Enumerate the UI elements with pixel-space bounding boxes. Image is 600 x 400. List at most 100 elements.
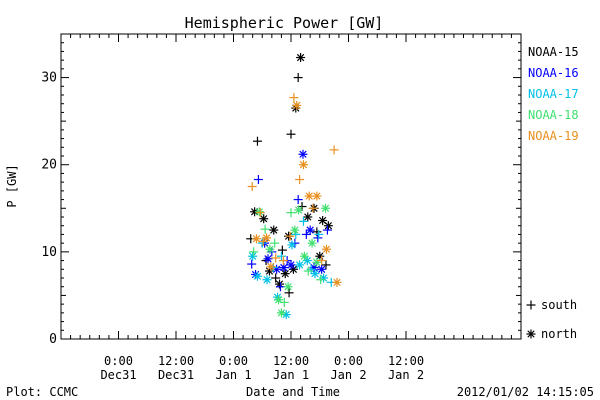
x-tick-label-date: Jan 1 [273,368,309,382]
south-point-noaa-19 [317,256,327,266]
legend-entry: NOAA-16 [528,66,579,80]
y-axis-label: P [GW] [5,164,19,207]
south-point-noaa-19 [289,93,299,103]
legend-entry: NOAA-18 [528,108,579,122]
marker-legend-label: south [541,298,577,312]
south-point-noaa-19 [278,256,288,266]
south-point-noaa-18 [286,208,296,218]
marker-legend-symbol [526,300,536,310]
north-point-noaa-18 [283,282,293,292]
south-point-noaa-19 [295,175,305,185]
north-point-noaa-18 [321,203,330,213]
north-point-noaa-17 [295,260,305,270]
north-point-noaa-15 [296,53,306,63]
south-point-noaa-19 [308,203,318,213]
north-point-noaa-15 [269,225,279,235]
footer-timestamp: 2012/01/02 14:15:05 [457,385,594,399]
south-point-noaa-15 [321,260,331,270]
south-point-noaa-16 [293,195,303,205]
x-tick-label-time: 12:00 [158,354,194,368]
x-axis-label: Date and Time [246,385,340,399]
north-point-noaa-16 [317,264,327,274]
south-point-noaa-19 [329,145,339,155]
x-tick-label-time: 12:00 [388,354,424,368]
north-point-noaa-18 [312,257,322,267]
north-point-noaa-16 [298,149,308,159]
x-tick-label-date: Jan 2 [330,368,366,382]
north-point-noaa-19 [312,191,322,201]
south-point-noaa-19 [247,182,257,191]
marker-legend: south north [526,298,577,341]
south-point-noaa-16 [275,282,285,292]
x-tick-label-date: Jan 1 [215,368,251,382]
south-point-noaa-15 [271,273,281,283]
marker-legend-symbol [526,329,536,339]
north-point-noaa-16 [286,260,296,270]
north-point-noaa-19 [321,244,331,254]
south-point-noaa-18 [270,238,280,248]
south-point-noaa-18 [249,247,259,257]
south-point-noaa-15 [277,245,287,255]
south-point-noaa-19 [271,253,281,263]
north-point-noaa-15 [318,215,328,225]
south-point-noaa-16 [322,225,332,235]
north-point-noaa-19 [304,191,314,201]
y-tick-label: 30 [41,71,57,86]
south-point-noaa-15 [286,129,296,139]
x-tick-label-time: 0:00 [334,354,363,368]
south-point-noaa-18 [279,297,289,307]
south-point-noaa-15 [293,73,303,83]
south-point-noaa-18 [316,275,326,285]
south-point-noaa-15 [252,136,262,146]
south-point-noaa-17 [257,238,267,248]
north-point-noaa-15 [323,221,333,231]
y-tick-label: 20 [41,158,57,173]
x-tick-label-time: 12:00 [273,354,309,368]
y-axis: 0 10 20 30 [41,33,521,347]
north-point-noaa-18 [290,225,300,235]
south-point-noaa-16 [301,229,311,239]
north-point-noaa-15 [303,212,313,222]
north-point-noaa-17 [310,269,320,279]
north-point-noaa-18 [294,205,304,215]
south-point-noaa-18 [260,224,270,234]
south-point-noaa-18 [303,266,313,276]
x-tick-label-date: Dec31 [158,368,194,382]
north-point-noaa-17 [248,251,258,261]
x-tick-label-date: Jan 2 [388,368,424,382]
north-point-noaa-19 [252,234,261,244]
south-point-noaa-19 [285,231,295,241]
north-point-noaa-19 [298,160,308,170]
footer-plot-credit: Plot: CCMC [6,385,78,399]
x-tick-label-time: 0:00 [219,354,248,368]
north-point-noaa-19 [332,277,342,287]
north-point-noaa-18 [307,238,317,248]
south-point-noaa-17 [314,229,324,239]
x-tick-label-time: 0:00 [104,354,133,368]
south-point-noaa-16 [247,259,257,269]
north-point-noaa-16 [263,254,273,264]
y-tick-label: 0 [49,332,57,347]
legend-entry: NOAA-17 [528,87,579,101]
north-point-noaa-18 [254,207,264,217]
marker-legend-label: north [541,327,577,341]
x-tick-label-date: Dec31 [100,368,136,382]
legend-entry: NOAA-19 [528,129,579,143]
south-point-noaa-17 [276,251,286,261]
south-point-noaa-19 [255,208,265,218]
north-point-noaa-17 [287,240,297,250]
south-point-noaa-16 [253,175,263,185]
legend: NOAA-15 NOAA-16 NOAA-17 NOAA-18 NOAA-19 [528,45,579,143]
south-point-noaa-17 [298,216,308,226]
data-points [246,53,342,320]
north-point-noaa-15 [259,214,269,224]
north-point-noaa-17 [262,275,272,285]
north-point-noaa-18 [265,244,275,254]
north-point-noaa-19 [262,233,272,243]
north-point-noaa-15 [280,269,290,279]
north-point-noaa-17 [252,271,262,281]
north-point-noaa-16 [279,263,289,273]
north-point-noaa-19 [266,262,276,272]
